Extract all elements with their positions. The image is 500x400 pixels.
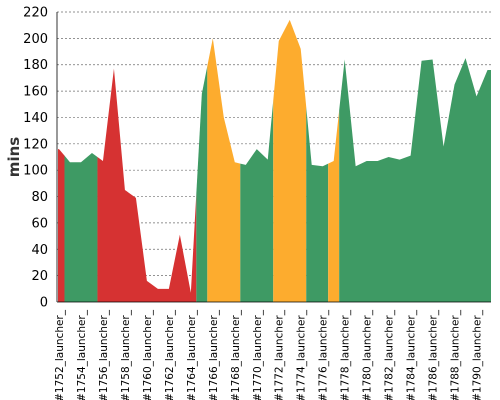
area-segment-unstable-8	[328, 110, 340, 302]
area-segment-unstable-6	[273, 19, 307, 302]
y-tick-label-140: 140	[23, 111, 48, 126]
area-segment-unstable-4	[207, 38, 241, 303]
x-tick-label: #1784_launcher_	[406, 309, 418, 400]
x-tick-label: #1762_launcher_	[164, 309, 176, 400]
y-tick-label-100: 100	[23, 164, 48, 179]
x-tick-label: #1758_launcher_	[120, 309, 132, 400]
x-tick-label: #1776_launcher_	[318, 309, 330, 400]
y-tick-label-40: 40	[31, 243, 48, 258]
y-tick-label-0: 0	[40, 296, 48, 311]
x-tick-label: #1754_launcher_	[76, 309, 88, 400]
x-tick-label: #1788_launcher_	[450, 309, 462, 400]
x-tick-label: #1782_launcher_	[384, 309, 396, 400]
x-tick-label: #1766_launcher_	[208, 309, 220, 400]
x-tick-label: #1770_launcher_	[252, 309, 264, 400]
area-segment-success-1	[64, 153, 98, 302]
x-tick-label: #1774_launcher_	[296, 309, 308, 400]
x-tick-label: #1780_launcher_	[362, 309, 374, 400]
y-tick-label-20: 20	[31, 269, 48, 284]
y-tick-label-80: 80	[31, 190, 48, 205]
y-axis-title: mins	[5, 137, 23, 177]
area-layer	[58, 19, 491, 303]
area-segment-success-7	[306, 106, 329, 302]
x-tick-label: #1778_launcher_	[340, 309, 352, 400]
y-tick-label-180: 180	[23, 58, 48, 73]
area-segment-success-9	[339, 58, 491, 302]
x-tick-label: #1772_launcher_	[274, 309, 286, 400]
y-tick-labels: 0 20 40 60 80 100 120 140 160 180 200 220	[23, 6, 48, 311]
y-tick-label-120: 120	[23, 137, 48, 152]
x-tick-labels: #1752_launcher_ #1754_launcher_ #1756_laun…	[54, 309, 484, 400]
y-tick-label-220: 220	[23, 6, 48, 21]
area-segment-success-5	[240, 100, 274, 302]
x-tick-label: #1790_launcher_	[472, 309, 484, 400]
area-segment-failed-2	[97, 68, 197, 303]
y-tick-label-160: 160	[23, 85, 48, 100]
y-tick-label-200: 200	[23, 32, 48, 47]
x-tick-label: #1756_launcher_	[98, 309, 110, 400]
x-tick-label: #1768_launcher_	[230, 309, 242, 400]
area-segment-failed-0	[58, 149, 65, 302]
x-tick-label: #1786_launcher_	[428, 309, 440, 400]
y-tick-label-60: 60	[31, 216, 48, 231]
area-segment-success-3	[196, 66, 208, 302]
x-tick-label: #1764_launcher_	[186, 309, 198, 400]
x-tick-label: #1752_launcher_	[54, 309, 66, 400]
x-tick-label: #1760_launcher_	[142, 309, 154, 400]
axis-layer	[56, 12, 491, 303]
